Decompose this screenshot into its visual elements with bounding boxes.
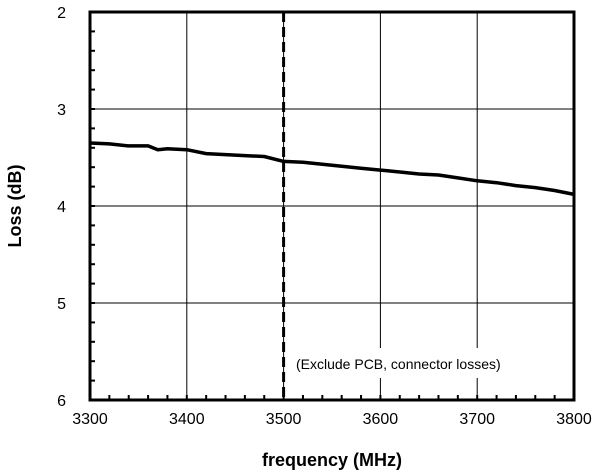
- y-tick-label: 2: [57, 5, 66, 22]
- y-tick-label: 4: [57, 199, 66, 216]
- y-tick-label: 5: [57, 296, 66, 313]
- annotation-background: [290, 348, 572, 378]
- x-tick-label: 3300: [72, 411, 108, 428]
- x-tick-label: 3800: [556, 411, 592, 428]
- x-tick-label: 3500: [266, 411, 302, 428]
- x-tick-label: 3700: [459, 411, 495, 428]
- annotation-box: (Exclude PCB, connector losses): [290, 348, 572, 378]
- x-tick-labels: 3300 3400 3500 3600 3700 3800: [72, 411, 592, 428]
- y-axis-title: Loss (dB): [5, 164, 25, 247]
- x-tick-label: 3400: [169, 411, 205, 428]
- y-tick-label: 6: [57, 393, 66, 410]
- y-tick-labels: 2 3 4 5 6: [57, 5, 66, 410]
- annotation-text: (Exclude PCB, connector losses): [296, 356, 501, 372]
- plot-frame: [88, 10, 576, 402]
- y-tick-label: 3: [57, 102, 66, 119]
- loss-series-line: [89, 141, 575, 197]
- x-tick-label: 3600: [363, 411, 399, 428]
- x-axis-title: frequency (MHz): [262, 450, 402, 470]
- gridlines: [89, 11, 575, 401]
